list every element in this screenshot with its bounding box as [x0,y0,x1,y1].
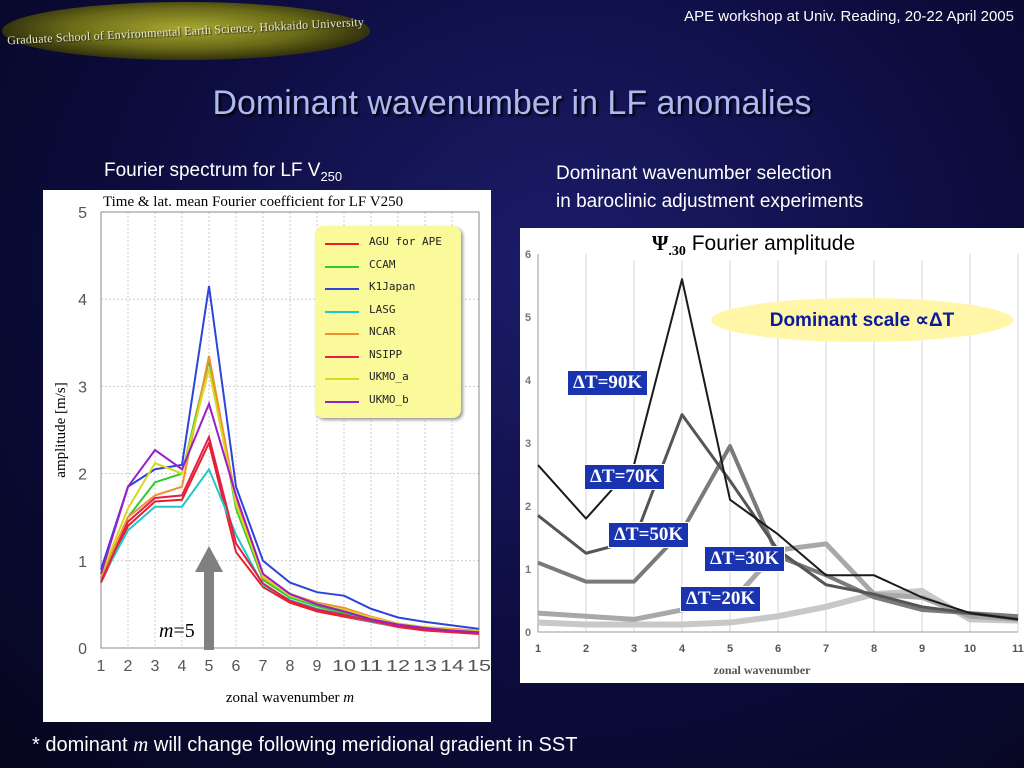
x-tick-label: 9 [313,658,322,675]
x-tick-label: 13 [413,658,437,675]
left-subtitle: Fourier spectrum for LF V250 [104,160,343,184]
m5-label: m=5 [159,620,195,642]
x-tick-label: 4 [178,658,187,675]
legend-swatch [325,288,359,290]
legend-item: AGU for APE [323,234,463,254]
series-line-k1japan [100,285,480,630]
right-subtitle-line1: Dominant wavenumber selection [556,163,832,184]
dt-label-30: ΔT=30K [704,546,786,572]
legend-swatch [325,243,359,245]
dt-label-20: ΔT=20K [680,586,762,612]
x-tick-label: 6 [775,643,781,655]
legend-item: NSIPP [323,347,463,367]
legend-item: UKMO_a [323,369,463,389]
y-tick-label: 5 [525,312,531,324]
x-tick-label: 11 [1012,643,1024,655]
x-tick-label: 7 [259,658,268,675]
y-tick-label: 0 [78,641,87,658]
x-tick-label: 6 [232,658,241,675]
x-tick-label: 2 [583,643,589,655]
legend-item: NCAR [323,324,463,344]
footnote: * dominant m will change following merid… [32,732,578,756]
arrow-shaft [204,570,214,650]
x-tick-label: 3 [151,658,160,675]
dt-label-70: ΔT=70K [584,464,666,490]
y-tick-label: 1 [525,564,531,576]
legend-label: AGU for APE [369,235,442,248]
x-tick-label: 15 [467,658,491,675]
right-subtitle: Dominant wavenumber selection in barocli… [556,160,863,216]
x-tick-label: 10 [964,643,976,655]
x-tick-label: 1 [535,643,541,655]
arrow-head [195,546,223,572]
legend-swatch [325,265,359,268]
x-tick-label: 11 [359,658,383,675]
x-tick-label: 3 [631,643,637,655]
logo-text: Graduate School of Environmental Earth S… [7,14,365,47]
x-axis-label: zonal wavenumber m [226,690,354,706]
y-tick-label: 4 [78,292,87,309]
legend-label: UKMO_a [369,370,409,383]
legend-label: K1Japan [369,280,416,293]
legend-item: LASG [323,302,463,322]
legend-item: CCAM [323,257,463,277]
fourier-spectrum-chart: Time & lat. mean Fourier coefficient for… [43,190,491,722]
y-tick-label: 0 [525,627,531,639]
legend-swatch [325,333,359,335]
x-tick-label: 2 [124,658,133,675]
x-tick-label: 7 [823,643,829,655]
x-tick-label: 10 [332,658,356,675]
workshop-label: APE workshop at Univ. Reading, 20-22 Apr… [684,8,1014,25]
dt-label-90: ΔT=90K [567,370,649,396]
x-tick-label: 1 [97,658,106,675]
university-logo: Graduate School of Environmental Earth S… [2,2,370,60]
legend-label: CCAM [369,257,396,271]
x-tick-label: 5 [205,658,214,675]
x-tick-label: 5 [727,643,733,655]
y-tick-label: 1 [78,554,87,571]
x-tick-label: 12 [386,658,410,675]
series-line-nsipp [100,433,480,635]
legend-item: UKMO_b [323,392,463,412]
x-tick-label: 8 [286,658,295,675]
legend-swatch [325,310,359,313]
legend-item: K1Japan [323,279,463,299]
legend-swatch [325,400,359,403]
y-tick-label: 5 [78,205,87,222]
plot-frame [100,211,480,649]
legend-label: UKMO_b [369,392,409,406]
chart-title: Time & lat. mean Fourier coefficient for… [103,194,403,210]
psi-amplitude-label: Ψ.30 Fourier amplitude [632,228,962,260]
series-line-dt20 [537,588,1019,628]
y-tick-label: 2 [525,501,531,513]
series-line-ukmo-b [100,400,480,634]
right-subtitle-line2: in baroclinic adjustment experiments [556,191,864,212]
x-axis-label: zonal wavenumber [714,663,812,677]
y-axis-label: amplitude [m/s] [53,382,69,477]
x-tick-label: 14 [440,658,464,675]
y-tick-label: 4 [525,375,532,387]
dt-label-50: ΔT=50K [608,522,690,548]
page-title: Dominant wavenumber in LF anomalies [212,84,812,122]
y-tick-label: 3 [525,438,531,450]
legend-label: NCAR [369,325,396,338]
legend-swatch [325,355,359,358]
x-tick-label: 8 [871,643,877,655]
chart-legend: AGU for APE CCAM K1Japan LASG NCAR NSIPP UKMO_… [315,226,461,418]
x-tick-label: 9 [919,643,925,655]
dominant-scale-badge: Dominant scale ∝ΔT [711,298,1013,342]
y-tick-label: 2 [78,467,87,484]
baroclinic-chart: 0 1 2 3 4 5 6 1 2 3 4 5 6 7 8 9 10 11 zonal wavenumber Ψ.3… [520,228,1024,683]
legend-swatch [325,378,359,380]
y-tick-label: 3 [78,379,87,396]
y-tick-label: 6 [525,249,531,261]
legend-label: LASG [369,302,396,316]
x-tick-label: 4 [679,643,686,655]
legend-label: NSIPP [369,347,403,361]
